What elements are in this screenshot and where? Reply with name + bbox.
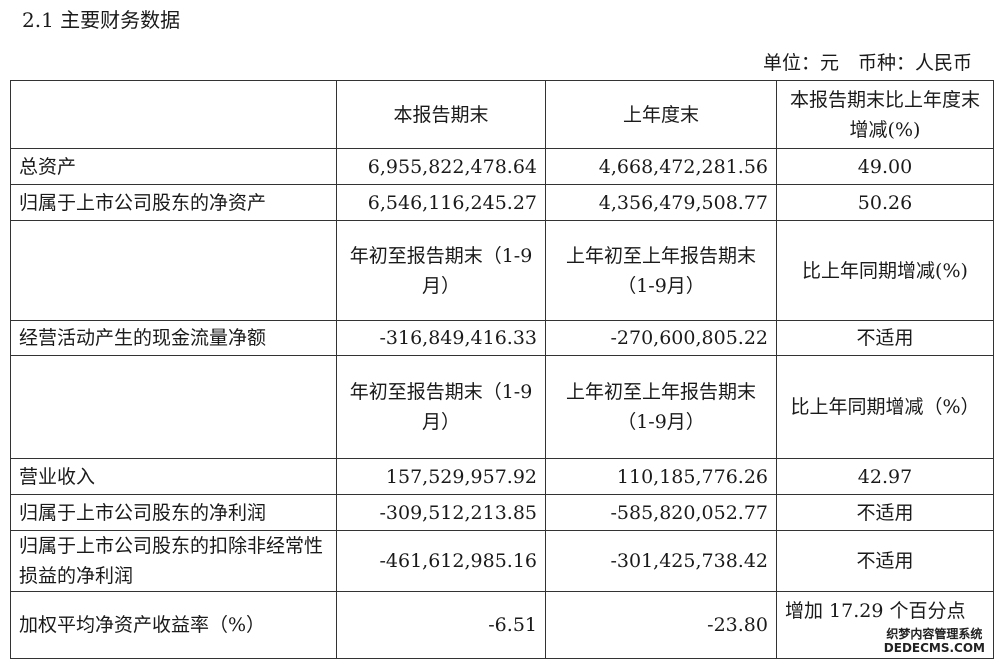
header-row: 本报告期末 上年度末 本报告期末比上年度末增减(%)	[10, 80, 994, 149]
financial-data-table: 本报告期末 上年度末 本报告期末比上年度末增减(%) 总资产 6,955,822…	[10, 80, 994, 659]
header-cell: 年初至报告期末（1-9月）	[336, 355, 546, 459]
table-row: 归属于上市公司股东的扣除非经常性损益的净利润 -461,612,985.16 -…	[10, 530, 994, 592]
row-label: 营业收入	[10, 458, 337, 495]
header-empty	[10, 355, 337, 459]
header-row: 年初至报告期末（1-9月） 上年初至上年报告期末（1-9月） 比上年同期增减（%…	[10, 355, 994, 459]
value-cell: 不适用	[776, 530, 994, 592]
watermark-line2: DEDECMS.COM	[883, 640, 985, 655]
value-cell: 110,185,776.26	[545, 458, 777, 495]
watermark-line1: 织梦内容管理系统	[886, 626, 983, 641]
table-row: 归属于上市公司股东的净利润 -309,512,213.85 -585,820,0…	[10, 494, 994, 531]
value-cell: -309,512,213.85	[336, 494, 546, 531]
unit-note: 单位：元 币种：人民币	[762, 52, 972, 74]
value-cell: -23.80	[545, 591, 777, 659]
value-cell: -301,425,738.42	[545, 530, 777, 592]
value-cell: 157,529,957.92	[336, 458, 546, 495]
value-cell: -585,820,052.77	[545, 494, 777, 531]
header-empty	[10, 220, 337, 321]
value-cell: 42.97	[776, 458, 994, 495]
row-label: 经营活动产生的现金流量净额	[10, 320, 337, 356]
value-cell: 不适用	[776, 320, 994, 356]
header-cell: 本报告期末	[336, 80, 546, 149]
value-cell: 50.26	[776, 184, 994, 221]
value-cell: 49.00	[776, 148, 994, 185]
table-row: 归属于上市公司股东的净资产 6,546,116,245.27 4,356,479…	[10, 184, 994, 221]
header-row: 年初至报告期末（1-9月） 上年初至上年报告期末（1-9月） 比上年同期增减(%…	[10, 220, 994, 321]
value-cell: 4,668,472,281.56	[545, 148, 777, 185]
header-empty	[10, 80, 337, 149]
header-cell: 上年度末	[545, 80, 777, 149]
header-cell: 比上年同期增减（%）	[776, 355, 994, 459]
table-row: 营业收入 157,529,957.92 110,185,776.26 42.97	[10, 458, 994, 495]
row-label: 归属于上市公司股东的净资产	[10, 184, 337, 221]
row-label: 总资产	[10, 148, 337, 185]
table-row: 加权平均净资产收益率（%） -6.51 -23.80 织梦内容管理系统 DEDE…	[10, 591, 994, 659]
header-cell: 比上年同期增减(%)	[776, 220, 994, 321]
header-cell: 上年初至上年报告期末（1-9月）	[545, 355, 777, 459]
value-cell: -461,612,985.16	[336, 530, 546, 592]
value-cell: -270,600,805.22	[545, 320, 777, 356]
row-label: 归属于上市公司股东的净利润	[10, 494, 337, 531]
roe-change-cell: 织梦内容管理系统 DEDECMS.COM 增加 17.29 个百分点	[776, 591, 994, 659]
row-label: 归属于上市公司股东的扣除非经常性损益的净利润	[10, 530, 337, 592]
value-cell: 4,356,479,508.77	[545, 184, 777, 221]
row-label: 加权平均净资产收益率（%）	[10, 591, 337, 659]
table-row: 总资产 6,955,822,478.64 4,668,472,281.56 49…	[10, 148, 994, 185]
watermark-logo: 织梦内容管理系统 DEDECMS.COM	[884, 627, 985, 655]
header-cell: 本报告期末比上年度末增减(%)	[776, 80, 994, 149]
section-title: 2.1 主要财务数据	[22, 8, 181, 32]
value-cell: 6,546,116,245.27	[336, 184, 546, 221]
header-cell: 上年初至上年报告期末（1-9月）	[545, 220, 777, 321]
value-cell: 增加 17.29 个百分点	[785, 599, 966, 622]
table-row: 经营活动产生的现金流量净额 -316,849,416.33 -270,600,8…	[10, 320, 994, 356]
value-cell: -316,849,416.33	[336, 320, 546, 356]
value-cell: -6.51	[336, 591, 546, 659]
value-cell: 6,955,822,478.64	[336, 148, 546, 185]
header-cell: 年初至报告期末（1-9月）	[336, 220, 546, 321]
value-cell: 不适用	[776, 494, 994, 531]
